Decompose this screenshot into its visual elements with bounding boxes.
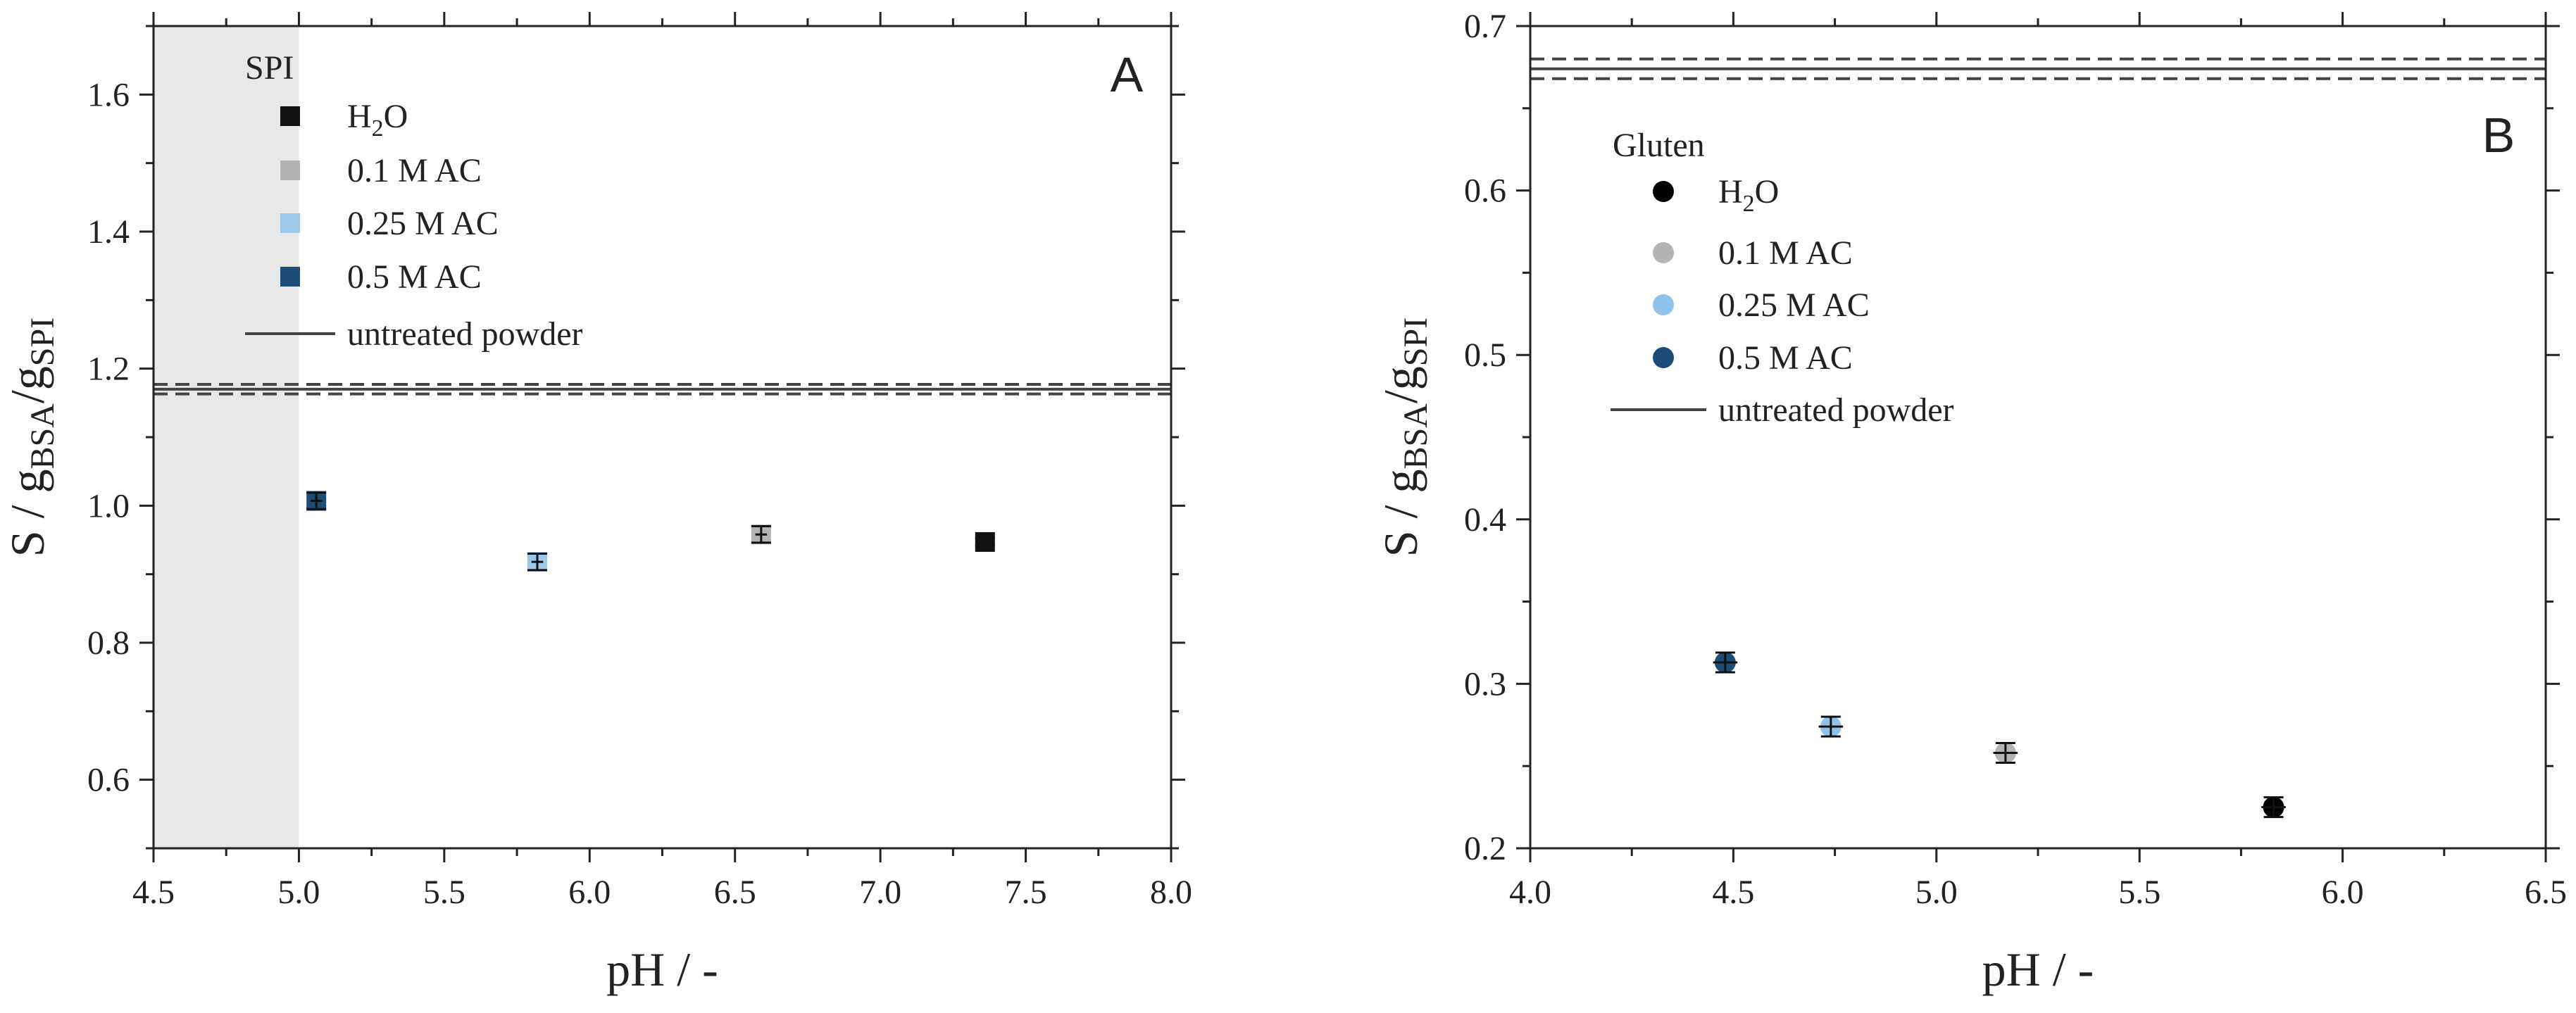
legend-label-main: H bbox=[1718, 173, 1743, 210]
y-tick-label: 1.6 bbox=[87, 76, 130, 113]
legend-label: 0.1 M AC bbox=[347, 152, 482, 189]
legend-circle-marker bbox=[1653, 181, 1674, 202]
legend-label-rest: O bbox=[1755, 173, 1780, 210]
x-tick-label: 4.5 bbox=[1712, 874, 1754, 911]
y-tick-label: 0.2 bbox=[1464, 830, 1506, 867]
y-tick-label: 1.0 bbox=[87, 487, 130, 524]
data-point bbox=[306, 491, 327, 511]
x-axis-title: pH / - bbox=[1982, 943, 2094, 996]
x-tick-label: 6.5 bbox=[2525, 874, 2567, 911]
legend-label-text: 0.25 M AC bbox=[347, 205, 499, 242]
legend-circle-marker bbox=[1653, 294, 1674, 315]
legend: Gluten H2O 0.1 M AC 0.25 M AC 0.5 M AC untrea… bbox=[1611, 127, 1954, 429]
y-axis-title: S / gBSA/gSPI bbox=[1, 317, 61, 557]
x-tick-label: 7.0 bbox=[859, 874, 901, 911]
data-point bbox=[975, 531, 995, 552]
data-point bbox=[751, 524, 771, 545]
y-tick-label: 0.6 bbox=[87, 762, 130, 799]
y-title-main: S / g bbox=[1374, 469, 1427, 557]
y-tick-label: 1.2 bbox=[87, 351, 130, 388]
legend-label: 0.25 M AC bbox=[347, 205, 499, 242]
legend-label-text: 0.5 M AC bbox=[347, 258, 482, 296]
legend-reference-label: untreated powder bbox=[347, 315, 583, 353]
legend-label: 0.5 M AC bbox=[1718, 339, 1853, 377]
y-tick-label: 1.4 bbox=[87, 213, 130, 251]
legend-label: H2O bbox=[1718, 173, 1779, 217]
legend-circle-marker bbox=[1653, 242, 1674, 263]
y-tick-label: 0.7 bbox=[1464, 8, 1506, 45]
plot-frame bbox=[152, 25, 1173, 850]
y-tick-label: 0.8 bbox=[87, 624, 130, 662]
legend-label: H2O bbox=[347, 98, 408, 141]
y-title-sub2: SPI bbox=[1397, 317, 1434, 366]
panel-label: A bbox=[1111, 47, 1144, 102]
y-title-sub1: BSA bbox=[1397, 403, 1434, 470]
legend-label-text: 0.5 M AC bbox=[1718, 339, 1853, 377]
legend-label: 0.5 M AC bbox=[347, 258, 482, 296]
legend-label-main: H bbox=[347, 98, 372, 135]
legend-square-marker bbox=[280, 106, 300, 126]
x-tick-label: 5.5 bbox=[2118, 874, 2161, 911]
legend-label-text: 0.1 M AC bbox=[1718, 234, 1853, 272]
legend-square-marker bbox=[280, 161, 300, 180]
panel-label: B bbox=[2482, 108, 2515, 163]
y-title-mid: /g bbox=[1, 366, 54, 403]
shaded-region bbox=[154, 26, 299, 848]
data-point bbox=[527, 552, 547, 572]
legend-title: Gluten bbox=[1613, 127, 1705, 164]
legend-label: 0.1 M AC bbox=[1718, 234, 1853, 272]
y-title-sub2: SPI bbox=[24, 317, 61, 366]
data-point bbox=[1713, 651, 1738, 674]
y-tick-label: 0.4 bbox=[1464, 501, 1506, 539]
chart-panel-b: 4.0 4.5 5.0 5.5 6.0 6.5 0.2 0.3 0.4 0.5 0.6 0.7 pH /… bbox=[1374, 8, 2567, 996]
legend-label-rest: O bbox=[384, 98, 408, 135]
data-point bbox=[1818, 715, 1844, 738]
x-tick-label: 4.0 bbox=[1509, 874, 1551, 911]
data-point bbox=[2261, 796, 2286, 819]
x-tick-label: 8.0 bbox=[1150, 874, 1192, 911]
legend-label: 0.25 M AC bbox=[1718, 287, 1870, 324]
legend-label-sub: 2 bbox=[1743, 191, 1755, 217]
x-tick-label: 5.0 bbox=[277, 874, 320, 911]
legend-square-marker bbox=[280, 267, 300, 287]
y-title-mid: /g bbox=[1374, 366, 1427, 403]
x-tick-label: 5.0 bbox=[1915, 874, 1958, 911]
chart-panel-a: 4.5 5.0 5.5 6.0 6.5 7.0 7.5 8.0 0.6 0.8 1.0 1.2 1.4 1… bbox=[1, 12, 1192, 996]
y-tick-label: 0.3 bbox=[1464, 665, 1506, 703]
data-point bbox=[1993, 741, 2018, 765]
x-tick-label: 4.5 bbox=[132, 874, 175, 911]
y-axis-title: S / gBSA/gSPI bbox=[1374, 317, 1434, 557]
x-tick-label: 6.0 bbox=[568, 874, 611, 911]
legend: SPI H2O 0.1 M AC 0.25 M AC 0.5 M AC untreated… bbox=[245, 49, 583, 353]
legend-label-sub: 2 bbox=[372, 115, 384, 141]
legend-reference-label: untreated powder bbox=[1718, 391, 1954, 429]
x-tick-label: 6.0 bbox=[2322, 874, 2364, 911]
x-axis-title: pH / - bbox=[606, 943, 718, 996]
y-title-main: S / g bbox=[1, 469, 54, 557]
y-title-sub1: BSA bbox=[24, 403, 61, 470]
y-tick-label: 0.5 bbox=[1464, 336, 1506, 374]
x-tick-label: 7.5 bbox=[1005, 874, 1047, 911]
legend-square-marker bbox=[280, 213, 300, 233]
legend-title: SPI bbox=[245, 49, 294, 87]
legend-circle-marker bbox=[1653, 347, 1674, 368]
x-tick-label: 5.5 bbox=[423, 874, 465, 911]
legend-label-text: 0.1 M AC bbox=[347, 152, 482, 189]
x-tick-label: 6.5 bbox=[714, 874, 756, 911]
legend-label-text: 0.25 M AC bbox=[1718, 287, 1870, 324]
y-tick-label: 0.6 bbox=[1464, 172, 1506, 210]
